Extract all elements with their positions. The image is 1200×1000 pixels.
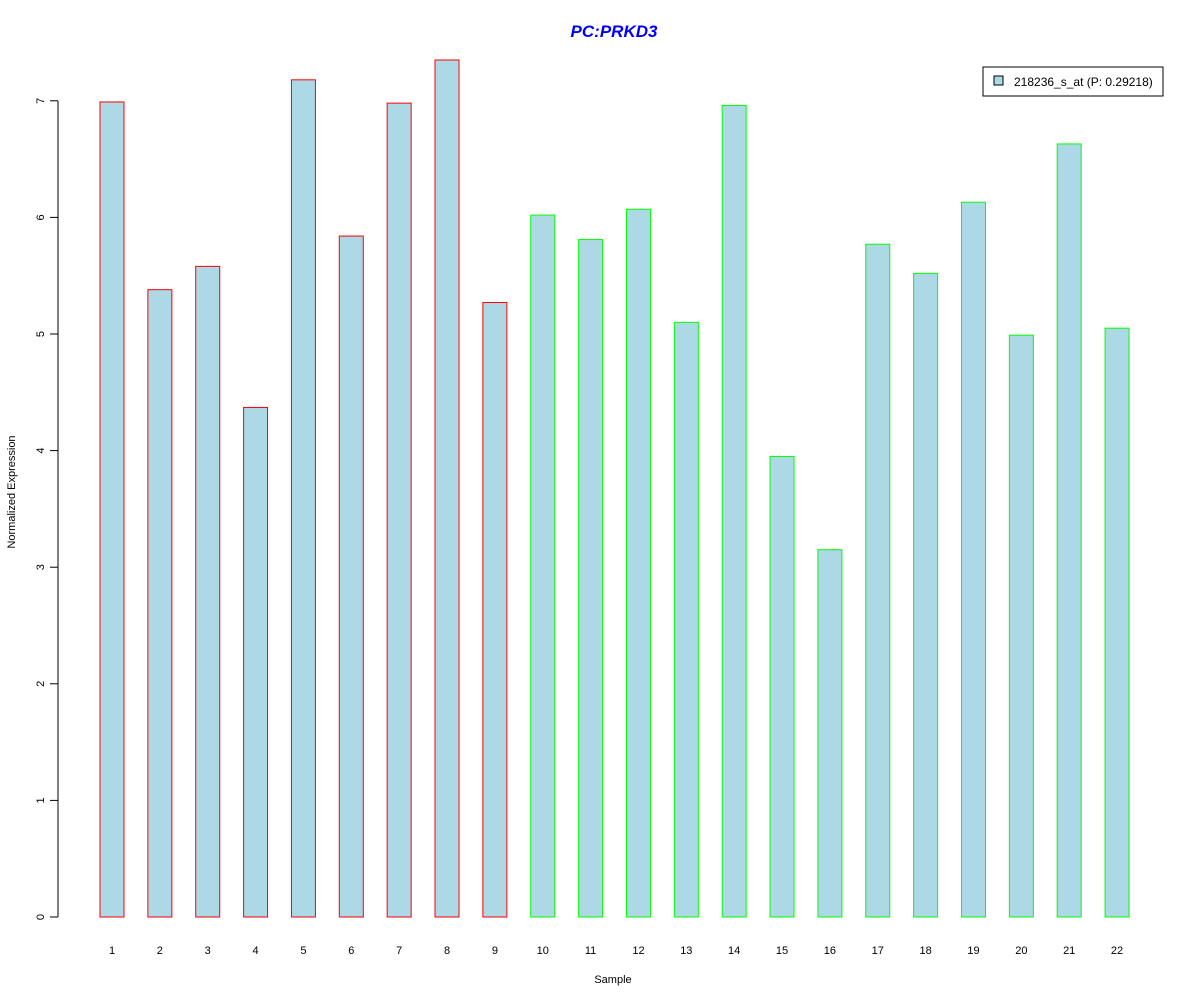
x-tick-label: 4	[253, 945, 259, 957]
x-tick-label: 16	[824, 945, 836, 957]
x-tick-label: 13	[680, 945, 692, 957]
chart-title: PC:PRKD3	[571, 22, 658, 41]
bar-sample-3	[195, 265, 221, 918]
y-tick-label: 1	[35, 797, 47, 803]
x-tick-label: 3	[205, 945, 211, 957]
x-tick-label: 19	[967, 945, 979, 957]
x-tick-label: 6	[348, 945, 354, 957]
y-axis-label: Normalized Expression	[6, 435, 18, 548]
bar-sample-10	[530, 214, 556, 918]
x-tick-label: 5	[300, 945, 306, 957]
bar-sample-13	[673, 321, 699, 918]
x-tick-label: 1	[109, 945, 115, 957]
x-tick-label: 10	[537, 945, 549, 957]
x-tick-label: 11	[585, 945, 596, 957]
bar-sample-1	[99, 101, 125, 918]
bar-sample-21	[1056, 143, 1082, 918]
legend: 218236_s_at (P: 0.29218)	[982, 66, 1164, 97]
bars-group	[99, 59, 1130, 918]
x-tick-label: 18	[919, 945, 931, 957]
bar-sample-16	[817, 549, 843, 918]
x-tick-label: 17	[872, 945, 884, 957]
x-tick-label: 7	[396, 945, 402, 957]
x-tick-label: 15	[776, 945, 788, 957]
x-tick-label: 8	[444, 945, 450, 957]
x-tick-label: 9	[492, 945, 498, 957]
bar-sample-17	[865, 243, 891, 918]
y-tick-label: 3	[35, 564, 47, 570]
x-tick-label: 12	[632, 945, 644, 957]
bar-sample-9	[482, 302, 508, 918]
bar-sample-19	[960, 201, 986, 918]
bar-sample-7	[386, 102, 412, 918]
bar-sample-20	[1008, 334, 1034, 918]
legend-swatch	[993, 75, 1004, 86]
bar-sample-15	[769, 455, 795, 918]
bar-sample-6	[338, 235, 364, 918]
y-tick-label: 7	[35, 98, 47, 104]
y-tick-label: 6	[35, 214, 47, 220]
bar-sample-18	[913, 272, 939, 918]
y-tick-label: 2	[35, 681, 47, 687]
x-tick-label: 2	[157, 945, 163, 957]
bar-sample-12	[625, 208, 651, 918]
bar-sample-8	[434, 59, 460, 918]
x-axis-label: Sample	[594, 974, 631, 986]
bar-sample-5	[290, 79, 316, 918]
bar-sample-4	[243, 406, 269, 918]
y-axis: 0 1 2 3 4 5 6 7	[35, 98, 58, 920]
x-tick-label: 22	[1111, 945, 1123, 957]
x-tick-label: 21	[1063, 945, 1075, 957]
bar-sample-11	[578, 239, 604, 918]
legend-box	[982, 66, 1164, 97]
y-tick-label: 4	[35, 448, 47, 454]
x-tick-label: 14	[728, 945, 740, 957]
y-tick-label: 5	[35, 331, 47, 337]
legend-label: 218236_s_at (P: 0.29218)	[1014, 75, 1153, 89]
y-tick-label: 0	[35, 914, 47, 920]
x-axis-tick-labels: 1 2 3 4 5 6 7 8 9 10 11 12 13 14 15 16 17 18 19 20 21 22	[109, 945, 1123, 957]
bar-sample-14	[721, 104, 747, 918]
bar-sample-2	[147, 289, 173, 918]
x-tick-label: 20	[1015, 945, 1027, 957]
bar-sample-22	[1104, 327, 1130, 918]
